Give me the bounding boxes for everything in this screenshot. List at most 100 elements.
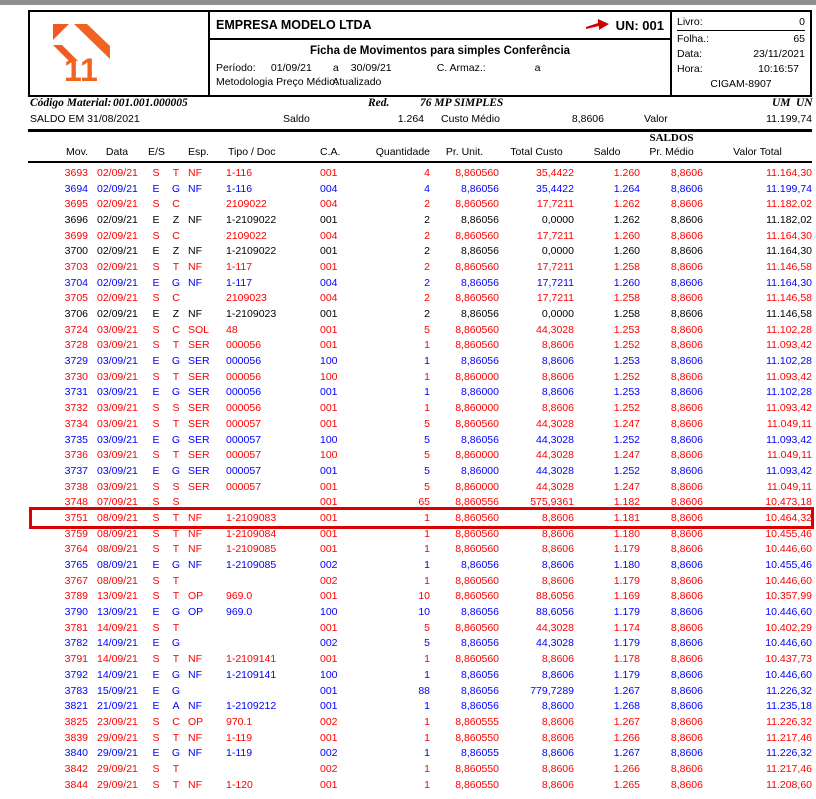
table-row: 3735 03/09/21 E G SER 000057 100 5 8,86056 44,302… bbox=[28, 432, 812, 448]
valor-total: 11.093,42 bbox=[766, 402, 812, 415]
valor-total: 11.164,30 bbox=[766, 229, 812, 242]
doc-number: 2109022 bbox=[226, 229, 267, 242]
mov-number: 3767 bbox=[64, 574, 88, 587]
ca-code: 004 bbox=[320, 182, 338, 195]
valor-total: 10.357,99 bbox=[765, 590, 812, 603]
mov-number: 3730 bbox=[64, 370, 88, 383]
ca-code: 002 bbox=[320, 637, 338, 650]
quantidade: 2 bbox=[424, 245, 430, 258]
ca-code: 004 bbox=[320, 276, 338, 289]
saldo: 1.252 bbox=[613, 433, 640, 446]
valor-total: 11.102,28 bbox=[766, 323, 812, 336]
valor-total: 11.164,30 bbox=[766, 276, 812, 289]
ca-code: 100 bbox=[320, 668, 338, 681]
doc-number: 000057 bbox=[226, 464, 262, 477]
doc-number: 000056 bbox=[226, 386, 262, 399]
es-flag: S bbox=[152, 480, 160, 493]
quantidade: 4 bbox=[424, 182, 430, 195]
ca-code: 001 bbox=[320, 339, 338, 352]
preco-medio: 8,8606 bbox=[670, 276, 703, 289]
metodologia-line: Metodologia Preço Médio: Atualizado bbox=[210, 76, 670, 88]
es-flag: S bbox=[152, 543, 160, 556]
esp-flag: T bbox=[172, 511, 180, 524]
col-mov: Mov. bbox=[66, 146, 88, 158]
preco-unitario: 8,86056 bbox=[461, 245, 499, 258]
saldo: 1.260 bbox=[613, 276, 640, 289]
valor-total: 11.102,28 bbox=[766, 355, 812, 368]
preco-unitario: 8,860560 bbox=[455, 574, 499, 587]
preco-medio: 8,8606 bbox=[670, 700, 703, 713]
preco-medio: 8,8606 bbox=[670, 323, 703, 336]
mov-date: 21/09/21 bbox=[97, 700, 138, 713]
es-flag: E bbox=[152, 355, 160, 368]
mov-number: 3694 bbox=[64, 182, 88, 195]
ca-code: 002 bbox=[320, 559, 338, 572]
esp-flag: C bbox=[172, 229, 180, 242]
mov-number: 3728 bbox=[64, 339, 88, 352]
saldo: 1.178 bbox=[613, 653, 640, 666]
total-custo: 44,3028 bbox=[536, 637, 574, 650]
mov-date: 13/09/21 bbox=[97, 606, 138, 619]
valor-total: 11.164,30 bbox=[766, 245, 812, 258]
valor-total: 11.217,46 bbox=[766, 762, 812, 775]
red-arrow-icon bbox=[585, 19, 609, 30]
total-custo: 8,8606 bbox=[541, 386, 574, 399]
saldo: 1.266 bbox=[613, 731, 640, 744]
doc-number: 000056 bbox=[226, 339, 262, 352]
total-custo: 8,8606 bbox=[541, 762, 574, 775]
total-custo: 0,0000 bbox=[541, 308, 574, 321]
col-totalcusto: Total Custo bbox=[510, 146, 563, 158]
ca-code: 001 bbox=[320, 480, 338, 493]
esp-flag: C bbox=[172, 198, 180, 211]
preco-medio: 8,8606 bbox=[670, 355, 703, 368]
mov-number: 3789 bbox=[64, 590, 88, 603]
preco-medio: 8,8606 bbox=[670, 433, 703, 446]
preco-medio: 8,8606 bbox=[670, 229, 703, 242]
preco-unitario: 8,86056 bbox=[461, 637, 499, 650]
red-value: 76 MP SIMPLES bbox=[420, 97, 504, 109]
saldo: 1.267 bbox=[613, 715, 640, 728]
table-row: 3781 14/09/21 S T 001 5 8,860560 44,3028 1.174 8,… bbox=[28, 620, 812, 636]
saldo: 1.253 bbox=[613, 323, 640, 336]
table-row: 3783 15/09/21 E G 001 88 8,86056 779,7289 1.267 8… bbox=[28, 683, 812, 699]
total-custo: 8,8606 bbox=[541, 778, 574, 791]
preco-unitario: 8,860550 bbox=[455, 731, 499, 744]
livro-label: Livro: bbox=[677, 15, 703, 28]
preco-medio: 8,8606 bbox=[670, 606, 703, 619]
es-flag: S bbox=[152, 778, 160, 791]
tipo: NF bbox=[188, 543, 202, 556]
valor-total: 11.049,11 bbox=[766, 480, 812, 493]
tipo: SER bbox=[188, 433, 210, 446]
total-custo: 44,3028 bbox=[536, 621, 574, 634]
tipo: NF bbox=[188, 245, 202, 258]
saldo-anterior-value: 1.264 bbox=[397, 113, 424, 125]
preco-medio: 8,8606 bbox=[670, 386, 703, 399]
es-flag: S bbox=[152, 402, 160, 415]
saldo: 1.174 bbox=[613, 621, 640, 634]
es-flag: E bbox=[152, 308, 160, 321]
preco-medio: 8,8606 bbox=[670, 198, 703, 211]
mov-date: 02/09/21 bbox=[97, 245, 138, 258]
saldo: 1.253 bbox=[613, 355, 640, 368]
table-row: 3730 03/09/21 S T SER 000056 100 1 8,860000 8,860… bbox=[28, 369, 812, 385]
es-flag: S bbox=[152, 166, 160, 179]
table-row: 3694 02/09/21 E G NF 1-116 004 4 8,86056 35,4422 1… bbox=[28, 181, 812, 197]
preco-unitario: 8,86056 bbox=[461, 308, 499, 321]
um-label: UM bbox=[772, 97, 791, 109]
quantidade: 1 bbox=[424, 339, 430, 352]
table-row: 3765 08/09/21 E G NF 1-2109085 002 1 8,86056 8,86… bbox=[28, 557, 812, 573]
preco-medio: 8,8606 bbox=[670, 402, 703, 415]
esp-flag: A bbox=[172, 700, 180, 713]
data-label: Data: bbox=[677, 47, 703, 60]
saldo: 1.252 bbox=[613, 402, 640, 415]
esp-flag: G bbox=[171, 684, 181, 697]
saldo: 1.268 bbox=[613, 700, 640, 713]
es-flag: S bbox=[152, 260, 160, 273]
esp-flag: S bbox=[172, 496, 180, 509]
company-name: EMPRESA MODELO LTDA bbox=[216, 18, 372, 32]
valor-total: 11.182,02 bbox=[766, 213, 812, 226]
table-row: 3732 03/09/21 S S SER 000056 001 1 8,860000 8,860… bbox=[28, 400, 812, 416]
preco-medio: 8,8606 bbox=[670, 621, 703, 634]
mov-date: 03/09/21 bbox=[97, 449, 138, 462]
esp-flag: S bbox=[172, 402, 180, 415]
